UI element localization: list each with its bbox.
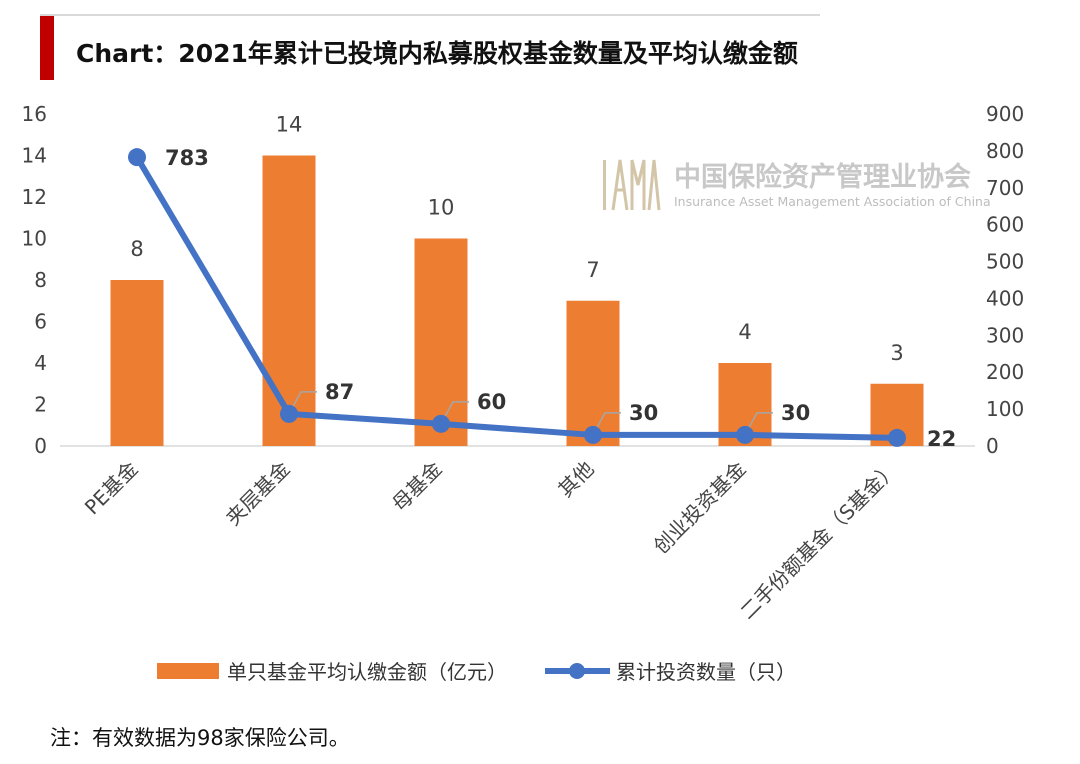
category-label: 夹层基金: [221, 457, 295, 531]
category-label: PE基金: [80, 457, 143, 520]
left-tick-label: 8: [34, 268, 47, 292]
bar: [414, 238, 468, 446]
bar-value-label: 7: [586, 258, 599, 282]
right-tick-label: 800: [986, 139, 1024, 163]
legend: 单只基金平均认缴金额（亿元） 累计投资数量（只）: [157, 660, 796, 684]
bar: [110, 280, 164, 446]
category-label: 创业投资基金: [649, 457, 751, 559]
watermark: 中国保险资产管理业协会 Insurance Asset Management A…: [603, 159, 991, 211]
title-accent-bar: [40, 16, 54, 80]
bar-value-label: 4: [738, 320, 751, 344]
line-value-label: 22: [927, 427, 956, 451]
right-tick-label: 900: [986, 102, 1024, 126]
left-tick-label: 2: [34, 393, 47, 417]
left-tick-label: 16: [22, 102, 47, 126]
left-tick-label: 10: [22, 227, 47, 251]
line-value-label: 60: [477, 390, 506, 414]
bar-value-label: 8: [130, 237, 143, 261]
watermark-name-en: Insurance Asset Management Association o…: [674, 194, 991, 209]
category-label: 母基金: [387, 457, 446, 516]
top-divider: [40, 14, 820, 16]
right-tick-label: 100: [986, 397, 1024, 421]
bar-labels: 8 14 10 7 4 3: [130, 113, 903, 365]
category-label: 其他: [553, 457, 598, 502]
left-tick-label: 4: [34, 351, 47, 375]
bar: [262, 155, 316, 446]
footnote: 注：有效数据为98家保险公司。: [50, 726, 350, 750]
right-tick-label: 700: [986, 176, 1024, 200]
left-tick-label: 0: [34, 434, 47, 458]
line-value-label: 783: [165, 146, 209, 170]
left-tick-label: 14: [22, 144, 47, 168]
left-tick-label: 6: [34, 310, 47, 334]
legend-line-label: 累计投资数量（只）: [616, 660, 796, 684]
line-point: [432, 414, 450, 433]
line-value-label: 30: [629, 401, 658, 425]
right-tick-label: 500: [986, 250, 1024, 274]
watermark-name-cn: 中国保险资产管理业协会: [674, 161, 971, 193]
right-tick-label: 400: [986, 286, 1024, 310]
line-point: [128, 148, 146, 167]
line-labels: 783 87 60 30 30 22: [165, 146, 956, 451]
line-value-label: 87: [325, 380, 354, 404]
right-tick-label: 600: [986, 213, 1024, 237]
left-y-axis: 0 2 4 6 8 10 12 14 16: [22, 102, 47, 458]
line-point: [888, 428, 906, 447]
right-y-axis: 0 100 200 300 400 500 600 700 800 900: [986, 102, 1024, 458]
right-tick-label: 300: [986, 323, 1024, 347]
category-label: 二手份额基金（S基金）: [735, 457, 902, 624]
right-tick-label: 0: [986, 434, 999, 458]
chart-title: Chart：2021年累计已投境内私募股权基金数量及平均认缴金额: [76, 39, 798, 68]
bar: [566, 300, 620, 446]
bar-value-label: 10: [428, 196, 455, 220]
line-point: [736, 425, 754, 444]
bar-value-label: 14: [276, 113, 303, 137]
line-point: [584, 425, 602, 444]
line-series: [128, 148, 906, 447]
legend-bar-label: 单只基金平均认缴金额（亿元）: [227, 660, 507, 684]
left-tick-label: 12: [22, 185, 47, 209]
bar-value-label: 3: [890, 341, 903, 365]
watermark-logo: [603, 159, 661, 211]
line-point: [280, 404, 298, 423]
legend-bar-swatch: [157, 663, 219, 679]
legend-line-marker: [569, 663, 585, 679]
line-path: [134, 155, 898, 441]
line-value-label: 30: [781, 401, 810, 425]
right-tick-label: 200: [986, 360, 1024, 384]
